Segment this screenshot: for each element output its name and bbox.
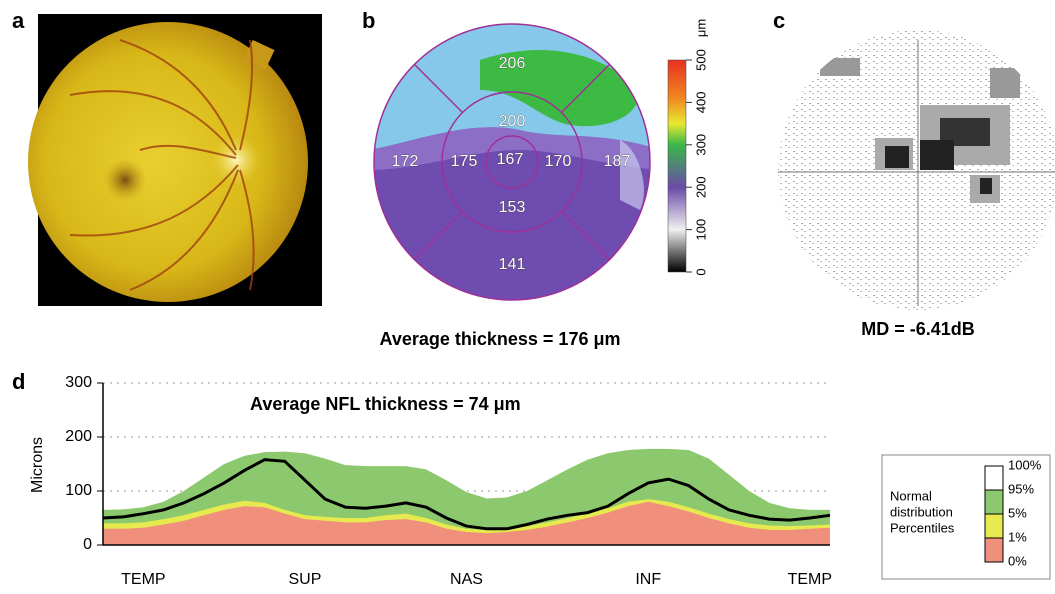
- x-tick-label: TEMP: [121, 571, 165, 588]
- colorbar-ticks: 0 100 200 300 400 500 μm: [686, 19, 708, 276]
- x-tick-label: NAS: [450, 571, 483, 588]
- panel-label: b: [362, 8, 375, 33]
- legend-label: 95%: [1008, 481, 1034, 496]
- colorbar-tick-label: 0: [693, 268, 708, 275]
- y-tick-label: 200: [65, 428, 92, 445]
- x-tick-label: TEMP: [788, 571, 832, 588]
- sector-value: 170: [545, 153, 572, 170]
- colorbar-tick-label: 400: [693, 92, 708, 114]
- colorbar-tick-label: 300: [693, 134, 708, 156]
- colorbar-tick-label: 500: [693, 49, 708, 71]
- chart-title: Average NFL thickness = 74 μm: [250, 394, 521, 414]
- sector-value: 187: [604, 153, 631, 170]
- y-axis-label: Microns: [29, 437, 46, 493]
- sector-value: 206: [499, 55, 526, 72]
- colorbar-tick-label: 100: [693, 219, 708, 241]
- panel-label: d: [12, 369, 25, 394]
- sector-value: 141: [499, 256, 526, 273]
- legend-title: distribution: [890, 504, 953, 519]
- colorbar-unit: μm: [693, 19, 708, 37]
- visual-field: [778, 30, 1055, 310]
- x-tick-label: INF: [635, 571, 661, 588]
- colorbar-tick-label: 200: [693, 176, 708, 198]
- legend-label: 100%: [1008, 457, 1042, 472]
- legend-title: Percentiles: [890, 520, 955, 535]
- legend-title: Normal: [890, 488, 932, 503]
- colorbar: [668, 60, 686, 272]
- legend-swatch: [985, 466, 1003, 490]
- legend-label: 1%: [1008, 529, 1027, 544]
- caption: MD = -6.41dB: [861, 319, 975, 339]
- sector-value: 167: [497, 151, 524, 168]
- sector-value: 153: [499, 199, 526, 216]
- legend-label: 5%: [1008, 505, 1027, 520]
- legend-swatch: [985, 490, 1003, 514]
- caption: Average thickness = 176 μm: [380, 329, 621, 349]
- legend-label: 0%: [1008, 553, 1027, 568]
- panel-label: c: [773, 8, 785, 33]
- sector-value: 200: [499, 113, 526, 130]
- legend-swatch: [985, 538, 1003, 562]
- sector-value: 175: [451, 153, 478, 170]
- y-tick-label: 300: [65, 374, 92, 391]
- y-tick-label: 0: [83, 536, 92, 553]
- x-tick-label: SUP: [288, 571, 321, 588]
- sector-value: 172: [392, 153, 419, 170]
- panel-label: a: [12, 8, 25, 33]
- fundus-image: [28, 22, 308, 302]
- legend-swatch: [985, 514, 1003, 538]
- y-tick-label: 100: [65, 482, 92, 499]
- figure: a b 206 200 172 175 167 170 187 153 141: [0, 0, 1055, 594]
